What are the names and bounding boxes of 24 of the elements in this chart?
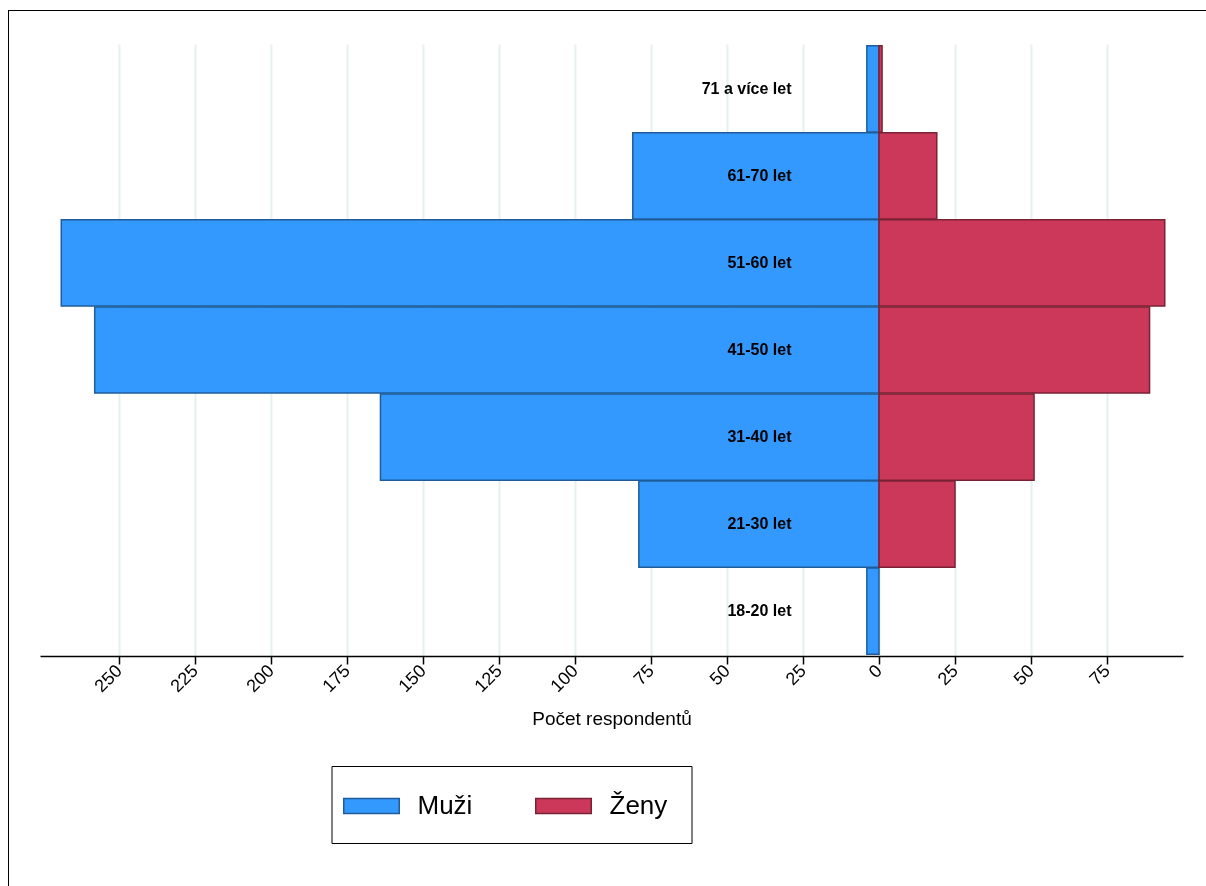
y-tick-label: 61-70 let xyxy=(727,166,793,184)
x-tick-label: 25 xyxy=(933,660,962,690)
x-tick-label: 25 xyxy=(781,660,810,690)
x-tick-label: 200 xyxy=(242,660,278,697)
x-tick-label: 75 xyxy=(629,660,658,690)
y-tick-label: 71 a více let xyxy=(701,79,793,97)
x-axis-title: Počet respondentů xyxy=(532,708,692,730)
legend-label: Ženy xyxy=(609,790,668,820)
x-tick-label: 50 xyxy=(1009,660,1038,690)
y-tick-label: 51-60 let xyxy=(727,253,793,271)
x-tick-label: 175 xyxy=(318,660,354,697)
y-tick-label: 41-50 let xyxy=(727,341,793,358)
x-tick-label: 75 xyxy=(1085,660,1114,690)
x-tick-label: 150 xyxy=(394,660,430,697)
legend-label: Muži xyxy=(417,790,473,820)
y-tick-label: 18-20 let xyxy=(727,602,793,620)
y-tick-label: 31-40 let xyxy=(727,428,793,446)
x-tick-label: 100 xyxy=(546,660,582,697)
x-tick-label: 125 xyxy=(470,660,506,697)
x-tick-label: 250 xyxy=(90,660,126,697)
x-tick-label: 225 xyxy=(166,660,202,697)
x-tick-label: 0 xyxy=(864,660,886,682)
y-tick-label: 21-30 let xyxy=(727,515,793,533)
x-tick-label: 50 xyxy=(705,660,734,690)
